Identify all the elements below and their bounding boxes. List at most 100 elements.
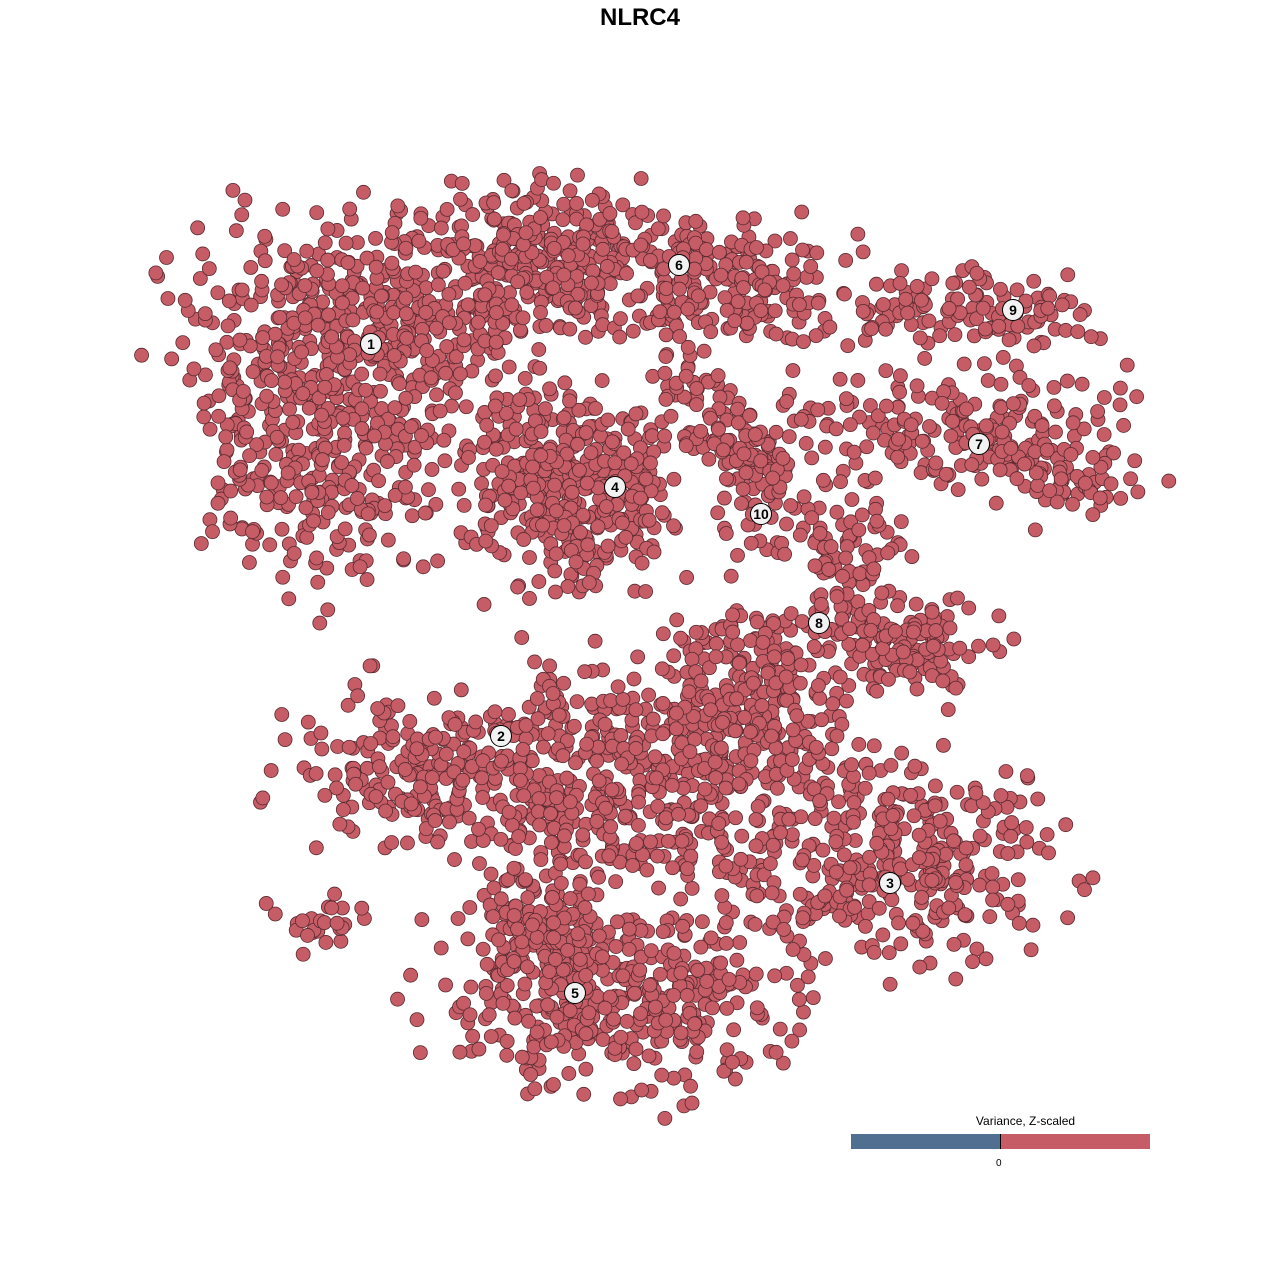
cell-point-cluster-main xyxy=(474,770,490,786)
cell-point-cluster-3 xyxy=(985,892,1000,908)
cell-point-cluster-1 xyxy=(320,505,336,520)
cell-point-cluster-main xyxy=(535,739,551,755)
cell-point-cluster-2 xyxy=(354,900,370,916)
cell-point-cluster-5 xyxy=(772,1021,788,1037)
cell-point-cluster-6 xyxy=(457,275,473,291)
cell-point-cluster-10 xyxy=(804,450,820,466)
cell-point-cluster-6 xyxy=(477,287,493,303)
cell-point-cluster-main xyxy=(673,630,688,646)
cell-point-cluster-5 xyxy=(673,891,689,907)
cell-point-cluster-main xyxy=(587,633,603,649)
cell-point-cluster-main xyxy=(409,741,425,757)
cell-point-cluster-3 xyxy=(914,889,930,905)
cell-point-cluster-main xyxy=(569,694,585,710)
cell-point-cluster-main xyxy=(684,880,700,896)
cell-point-cluster-1 xyxy=(210,475,226,491)
cell-point-cluster-1 xyxy=(259,489,275,505)
cell-point-cluster-6 xyxy=(533,305,548,320)
cluster-label-text: 6 xyxy=(675,257,683,273)
cell-point-cluster-6 xyxy=(569,196,584,211)
cell-point-cluster-7 xyxy=(988,495,1004,511)
cell-point-cluster-1 xyxy=(225,182,241,198)
cell-point-cluster-4 xyxy=(533,424,549,439)
cell-point-cluster-5 xyxy=(726,1022,742,1038)
cell-point-cluster-6 xyxy=(546,241,562,256)
cell-point-cluster-main xyxy=(668,705,684,721)
cell-point-cluster-3 xyxy=(764,885,780,901)
cell-point-cluster-3 xyxy=(906,808,922,824)
cell-point-cluster-1 xyxy=(430,553,446,569)
cell-point-cluster-5 xyxy=(462,1007,478,1023)
cell-point-cluster-4 xyxy=(594,373,610,388)
cell-point-cluster-6 xyxy=(691,288,706,304)
cell-point-cluster-3 xyxy=(1041,845,1056,861)
cell-point-cluster-1 xyxy=(299,529,315,545)
cell-point-cluster-8 xyxy=(893,514,909,530)
cell-point-cluster-9 xyxy=(945,275,961,291)
cell-point-cluster-3 xyxy=(869,835,885,851)
cell-point-cluster-5 xyxy=(657,1110,673,1126)
cell-point-cluster-3 xyxy=(907,758,923,774)
cell-point-cluster-7 xyxy=(879,398,894,414)
cell-point-cluster-6 xyxy=(384,225,400,241)
cell-point-cluster-5 xyxy=(591,928,607,944)
cell-point-cluster-5 xyxy=(608,939,624,954)
cell-point-cluster-5 xyxy=(452,1044,468,1060)
cell-point-cluster-5 xyxy=(506,954,522,969)
cell-point-cluster-main xyxy=(608,874,624,890)
cell-point-cluster-2 xyxy=(327,767,343,783)
cell-point-cluster-main xyxy=(755,634,771,650)
cell-point-cluster-6 xyxy=(418,305,434,320)
cell-point-cluster-6 xyxy=(613,311,628,327)
cell-point-cluster-2 xyxy=(426,690,442,706)
cell-point-cluster-1 xyxy=(335,410,351,426)
cluster-label-7: 7 xyxy=(968,433,990,455)
cell-point-cluster-7 xyxy=(1129,389,1145,405)
cell-point-cluster-7 xyxy=(817,439,833,455)
cell-point-cluster-2 xyxy=(295,913,310,929)
cell-point-cluster-5 xyxy=(725,1054,740,1070)
cell-point-cluster-5 xyxy=(673,965,689,981)
cell-point-cluster-5 xyxy=(546,930,562,946)
cell-point-cluster-1 xyxy=(243,260,259,275)
cell-point-cluster-3 xyxy=(1018,820,1034,835)
cell-point-cluster-9 xyxy=(878,321,894,337)
cell-point-cluster-5 xyxy=(495,996,511,1011)
cell-point-cluster-main xyxy=(447,717,463,732)
cell-point-cluster-6 xyxy=(628,215,643,231)
cell-point-cluster-2 xyxy=(427,813,443,828)
cell-point-cluster-10 xyxy=(736,446,752,462)
cell-point-cluster-1 xyxy=(254,273,269,289)
cell-point-cluster-6 xyxy=(796,334,811,350)
cell-point-cluster-7 xyxy=(779,394,795,409)
cell-point-cluster-10 xyxy=(743,535,759,551)
cell-point-cluster-8 xyxy=(867,470,883,486)
cell-point-cluster-9 xyxy=(975,300,991,316)
cell-point-cluster-3 xyxy=(985,879,1001,895)
cell-point-cluster-main xyxy=(549,790,564,806)
cell-point-cluster-1 xyxy=(315,452,330,468)
cell-point-cluster-7 xyxy=(1096,390,1112,405)
cell-point-cluster-7 xyxy=(1046,380,1062,395)
cluster-label-2: 2 xyxy=(490,725,512,747)
cell-point-cluster-5 xyxy=(546,1077,561,1092)
cell-point-cluster-4 xyxy=(483,518,499,534)
cell-point-cluster-4 xyxy=(634,555,650,571)
cell-point-cluster-1 xyxy=(358,382,373,398)
cell-point-cluster-1 xyxy=(274,521,290,537)
cell-point-cluster-5 xyxy=(747,916,763,932)
cell-point-cluster-8 xyxy=(928,623,944,638)
cell-point-cluster-6 xyxy=(398,240,414,256)
cell-point-cluster-5 xyxy=(718,915,734,930)
cell-point-cluster-9 xyxy=(1083,329,1099,345)
cell-point-cluster-5 xyxy=(627,985,642,1001)
cell-point-cluster-8 xyxy=(908,596,924,612)
cell-point-cluster-6 xyxy=(441,286,457,302)
cell-point-cluster-8 xyxy=(708,636,724,652)
cell-point-cluster-5 xyxy=(499,1033,515,1049)
cell-point-cluster-1 xyxy=(324,329,339,345)
cluster-label-5: 5 xyxy=(564,982,586,1004)
cell-point-cluster-5 xyxy=(483,1029,499,1044)
cell-point-cluster-4 xyxy=(654,505,670,521)
cell-point-cluster-3 xyxy=(946,833,961,849)
